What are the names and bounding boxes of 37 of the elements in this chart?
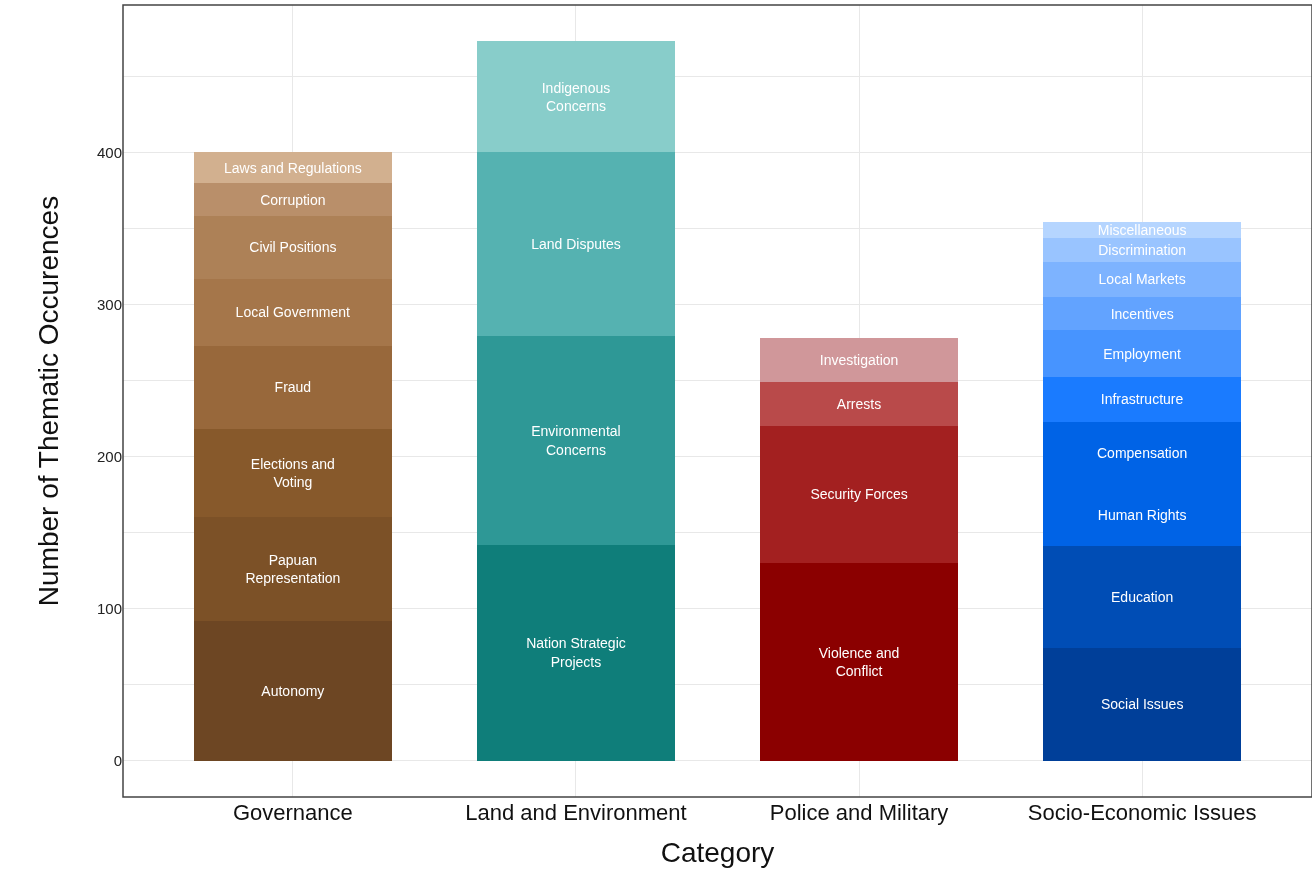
series-label: Environmental Concerns [531,423,621,458]
series-label: Investigation [819,351,899,368]
x-tick-label: Police and Military [769,800,949,825]
series-label: Elections and Voting [250,456,335,491]
series-label: Indigenous Concerns [541,79,611,115]
series-label: Local Government [235,304,351,321]
series-label: Security Forces [810,486,908,503]
x-tick-label: Governance [232,800,353,825]
series-label: Arrests [836,396,882,413]
y-axis-title: Number of Thematic Occurences [32,195,64,607]
series-label: Corruption [260,191,326,208]
series-label: Civil Positions [249,239,337,256]
series-label: Land Disputes [531,236,621,253]
y-tick-label: 0 [113,751,122,769]
y-tick-label: 200 [96,447,122,465]
series-label: Incentives [1110,305,1174,322]
x-tick-label: Socio-Economic Issues [1027,800,1257,825]
series-label: Laws and Regulations [223,159,362,176]
series-label: Fraud [274,379,312,396]
x-axis-title: Category [660,837,775,869]
series-label: Local Markets [1098,271,1186,288]
y-tick-label: 400 [96,143,122,161]
series-label: Violence and Conflict [818,644,900,679]
series-label: Discrimination [1098,241,1187,258]
series-label: Autonomy [261,682,325,699]
series-label: Compensation [1097,444,1188,461]
series-label: Education [1111,589,1174,606]
y-tick-label: 100 [96,599,122,617]
series-label: Miscellaneous [1097,221,1187,238]
y-tick-label: 300 [96,295,122,313]
x-tick-label: Land and Environment [465,800,687,825]
series-label: Employment [1103,345,1182,362]
series-label: Papuan Representation [245,551,341,587]
series-label: Social Issues [1100,696,1184,713]
series-label: Human Rights [1097,507,1187,524]
series-label: Infrastructure [1100,391,1184,408]
series-label: Nation Strategic Projects [526,635,626,670]
